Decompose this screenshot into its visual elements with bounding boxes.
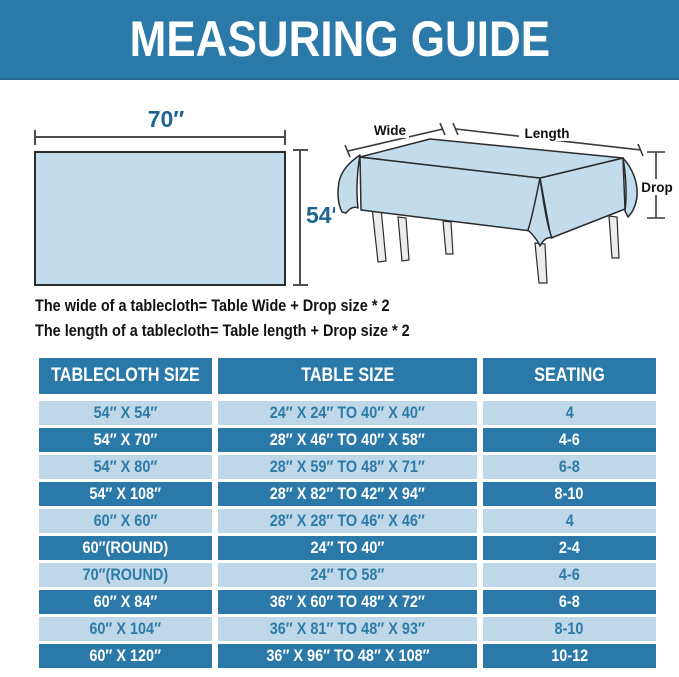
tablecloth-illustration	[337, 138, 638, 247]
wide-label-background	[371, 123, 409, 138]
cell-table-size: 24″ TO 40″	[218, 536, 477, 560]
cell-seating: 4-6	[483, 563, 656, 587]
table-row: 60″ X 104″ 36″ X 81″ TO 48″ X 93″ 8-10	[39, 617, 656, 641]
cell-table-size: 28″ X 82″ TO 42″ X 94″	[218, 482, 477, 506]
wide-dimension-line	[344, 122, 446, 158]
width-dimension-label: 70″	[148, 106, 185, 132]
cell-seating: 6-8	[483, 590, 656, 614]
table-row: 70″(ROUND) 24″ TO 58″ 4-6	[39, 563, 656, 587]
cell-tablecloth-size: 60″ X 104″	[39, 617, 212, 641]
drop-label-background	[641, 179, 673, 195]
cell-seating: 8-10	[483, 617, 656, 641]
header-banner: MEASURING GUIDE	[0, 0, 679, 80]
height-dimension-line	[293, 149, 308, 286]
size-table: TABLECLOTH SIZE TABLE SIZE SEATING 54″ X…	[39, 358, 656, 668]
cell-seating: 10-12	[483, 644, 656, 668]
wide-label: Wide	[374, 123, 407, 138]
table-row: 54″ X 70″ 28″ X 46″ TO 40″ X 58″ 4-6	[39, 428, 656, 452]
table-row: 54″ X 108″ 28″ X 82″ TO 42″ X 94″ 8-10	[39, 482, 656, 506]
cell-table-size: 28″ X 28″ TO 46″ X 46″	[218, 509, 477, 533]
header-cell-seating: SEATING	[483, 358, 656, 394]
cell-seating: 2-4	[483, 536, 656, 560]
width-formula-text: The wide of a tablecloth= Table Wide + D…	[35, 296, 390, 315]
table-row: 60″ X 60″ 28″ X 28″ TO 46″ X 46″ 4	[39, 509, 656, 533]
tablecloth-rectangle	[34, 151, 286, 286]
cell-seating: 4	[483, 401, 656, 425]
cell-table-size: 36″ X 96″ TO 48″ X 108″	[218, 644, 477, 668]
cell-table-size: 28″ X 59″ TO 48″ X 71″	[218, 455, 477, 479]
cell-tablecloth-size: 70″(ROUND)	[39, 563, 212, 587]
table-header-row: TABLECLOTH SIZE TABLE SIZE SEATING	[39, 358, 656, 394]
length-label: Length	[525, 126, 570, 141]
cell-tablecloth-size: 54″ X 70″	[39, 428, 212, 452]
cell-tablecloth-size: 60″ X 120″	[39, 644, 212, 668]
header-cell-table-size: TABLE SIZE	[218, 358, 477, 394]
cell-tablecloth-size: 54″ X 108″	[39, 482, 212, 506]
cell-table-size: 28″ X 46″ TO 40″ X 58″	[218, 428, 477, 452]
cell-tablecloth-size: 54″ X 54″	[39, 401, 212, 425]
cell-table-size: 24″ X 24″ TO 40″ X 40″	[218, 401, 477, 425]
height-dimension-label: 54″	[306, 202, 335, 228]
length-formula-text: The length of a tablecloth= Table length…	[35, 321, 410, 340]
table-row: 54″ X 54″ 24″ X 24″ TO 40″ X 40″ 4	[39, 401, 656, 425]
page-title: MEASURING GUIDE	[129, 11, 550, 67]
header-cell-tablecloth-size: TABLECLOTH SIZE	[39, 358, 212, 394]
width-dimension-line	[34, 130, 286, 145]
cell-tablecloth-size: 60″(ROUND)	[39, 536, 212, 560]
drop-label: Drop	[641, 180, 673, 195]
table-drop-diagram: Wide Length Drop	[337, 122, 673, 284]
cell-seating: 4	[483, 509, 656, 533]
cell-seating: 6-8	[483, 455, 656, 479]
cell-seating: 4-6	[483, 428, 656, 452]
cell-tablecloth-size: 54″ X 80″	[39, 455, 212, 479]
cell-tablecloth-size: 60″ X 84″	[39, 590, 212, 614]
cell-table-size: 36″ X 60″ TO 48″ X 72″	[218, 590, 477, 614]
length-label-background	[519, 126, 575, 141]
cell-seating: 8-10	[483, 482, 656, 506]
table-row: 60″ X 84″ 36″ X 60″ TO 48″ X 72″ 6-8	[39, 590, 656, 614]
cell-tablecloth-size: 60″ X 60″	[39, 509, 212, 533]
cell-table-size: 36″ X 81″ TO 48″ X 93″	[218, 617, 477, 641]
tablecloth-dimensions-diagram: 70″ 54″	[34, 106, 335, 286]
formula-block: The wide of a tablecloth= Table Wide + D…	[35, 293, 476, 343]
table-row: 60″(ROUND) 24″ TO 40″ 2-4	[39, 536, 656, 560]
table-row: 54″ X 80″ 28″ X 59″ TO 48″ X 71″ 6-8	[39, 455, 656, 479]
table-row: 60″ X 120″ 36″ X 96″ TO 48″ X 108″ 10-12	[39, 644, 656, 668]
cell-table-size: 24″ TO 58″	[218, 563, 477, 587]
